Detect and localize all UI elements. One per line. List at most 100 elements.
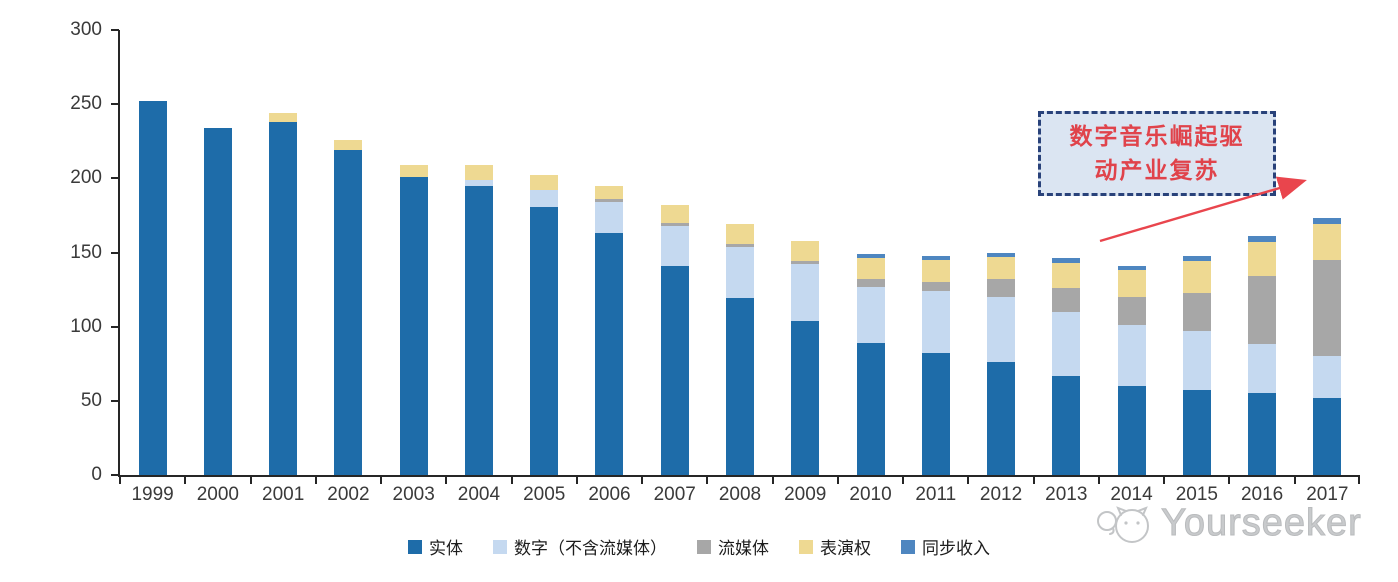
bar-segment-实体 bbox=[203, 127, 232, 475]
bar-segment-同步收入 bbox=[987, 252, 1016, 257]
y-axis-tick bbox=[111, 474, 119, 476]
bar-2014 bbox=[1117, 265, 1146, 475]
legend-swatch bbox=[799, 539, 813, 554]
legend-label: 实体 bbox=[429, 539, 463, 558]
legend-label: 流媒体 bbox=[718, 539, 769, 558]
x-axis-label: 2011 bbox=[915, 484, 957, 505]
legend-item-数字（不含流媒体）: 数字（不含流媒体） bbox=[493, 534, 667, 559]
x-axis-label: 2009 bbox=[784, 484, 827, 505]
plot-area: 0 50 100 150 200 250 300 1999 2000 2001 2002 2003 20… bbox=[70, 19, 1360, 505]
x-axis-label: 2003 bbox=[392, 484, 435, 505]
bar-segment-流媒体 bbox=[595, 199, 624, 203]
x-axis-label: 2005 bbox=[523, 484, 566, 505]
bar-2010 bbox=[856, 254, 885, 475]
x-axis-tick bbox=[641, 477, 644, 484]
bar-segment-表演权 bbox=[334, 139, 363, 151]
bar-segment-数字（不含流媒体） bbox=[1248, 344, 1277, 394]
bar-segment-流媒体 bbox=[856, 279, 885, 287]
bar-segment-实体 bbox=[595, 233, 624, 475]
bar-segment-同步收入 bbox=[921, 255, 950, 260]
bar-segment-实体 bbox=[530, 206, 559, 475]
annotation-text-line1: 数字音乐崛起驱 bbox=[1069, 124, 1245, 150]
bar-segment-数字（不含流媒体） bbox=[987, 297, 1016, 363]
bar-segment-流媒体 bbox=[1052, 288, 1081, 312]
bar-segment-数字（不含流媒体） bbox=[1052, 311, 1081, 376]
x-axis-tick bbox=[902, 477, 905, 484]
bar-segment-实体 bbox=[464, 185, 493, 475]
x-axis-label: 2010 bbox=[849, 484, 892, 505]
bar-segment-实体 bbox=[1182, 390, 1211, 475]
bar-segment-同步收入 bbox=[1182, 255, 1211, 262]
bar-segment-数字（不含流媒体） bbox=[1117, 325, 1146, 386]
bar-2011 bbox=[921, 255, 950, 475]
legend-item-表演权: 表演权 bbox=[799, 534, 871, 559]
bar-segment-表演权 bbox=[530, 175, 559, 191]
x-axis-tick bbox=[706, 477, 709, 484]
legend-swatch bbox=[493, 539, 507, 554]
x-axis-tick bbox=[184, 477, 187, 484]
x-axis-label: 2000 bbox=[196, 484, 240, 505]
bar-2017 bbox=[1313, 218, 1342, 475]
bar-segment-表演权 bbox=[1248, 242, 1277, 277]
x-axis-tick bbox=[836, 477, 839, 484]
bar-segment-表演权 bbox=[595, 185, 624, 200]
legend-swatch bbox=[408, 539, 422, 554]
bar-segment-实体 bbox=[1052, 375, 1081, 475]
bar-segment-同步收入 bbox=[1117, 265, 1146, 271]
bar-segment-实体 bbox=[1248, 393, 1277, 475]
bar-2016 bbox=[1248, 236, 1277, 475]
bar-segment-数字（不含流媒体） bbox=[1182, 331, 1211, 391]
y-axis-label: 100 bbox=[70, 315, 102, 337]
bar-segment-数字（不含流媒体） bbox=[1313, 356, 1342, 398]
y-axis-label: 150 bbox=[70, 241, 102, 263]
bar-segment-表演权 bbox=[987, 256, 1016, 280]
bar-segment-数字（不含流媒体） bbox=[464, 179, 493, 186]
legend-swatch bbox=[697, 539, 711, 554]
x-axis-label: 2016 bbox=[1240, 484, 1284, 505]
bar-segment-数字（不含流媒体） bbox=[660, 225, 689, 266]
bar-2009 bbox=[791, 240, 820, 475]
y-axis-label: 250 bbox=[70, 93, 102, 115]
bar-segment-实体 bbox=[138, 101, 167, 475]
bar-2012 bbox=[987, 252, 1016, 475]
bar-segment-表演权 bbox=[464, 165, 493, 180]
bar-segment-表演权 bbox=[856, 258, 885, 280]
bar-segment-实体 bbox=[399, 176, 428, 475]
bar-segment-实体 bbox=[921, 353, 950, 475]
bar-segment-表演权 bbox=[1117, 270, 1146, 298]
x-axis-tick bbox=[1358, 477, 1360, 484]
x-axis-tick bbox=[1097, 477, 1100, 484]
x-axis-label: 2013 bbox=[1045, 484, 1088, 505]
x-axis-label: 2015 bbox=[1175, 484, 1218, 505]
bar-segment-同步收入 bbox=[856, 254, 885, 259]
x-axis-label: 2012 bbox=[979, 484, 1023, 505]
bar-segment-同步收入 bbox=[1052, 258, 1081, 263]
x-axis-tick bbox=[1032, 477, 1035, 484]
y-axis-tick bbox=[111, 325, 119, 328]
bar-segment-实体 bbox=[987, 362, 1016, 475]
bar-segment-表演权 bbox=[791, 240, 820, 262]
watermark: Yourseeker bbox=[1094, 498, 1362, 548]
bar-segment-实体 bbox=[726, 298, 754, 475]
bar-segment-数字（不含流媒体） bbox=[595, 202, 624, 234]
bar-1999 bbox=[138, 101, 167, 475]
annotation-callout: 数字音乐崛起驱 动产业复苏 bbox=[1038, 111, 1276, 196]
x-axis-label: 2001 bbox=[262, 484, 305, 505]
legend: 实体 数字（不含流媒体） 流媒体 表演权 同步收入 bbox=[0, 534, 1398, 559]
bar-segment-实体 bbox=[1117, 386, 1146, 475]
x-axis-tick bbox=[771, 477, 774, 484]
x-axis-tick bbox=[575, 477, 578, 484]
x-axis-label: 1999 bbox=[131, 484, 174, 505]
y-axis-label: 50 bbox=[80, 389, 102, 411]
x-axis-tick bbox=[314, 477, 317, 484]
bar-segment-表演权 bbox=[921, 259, 950, 283]
x-axis-label: 2008 bbox=[718, 484, 762, 505]
x-axis-label: 2007 bbox=[653, 484, 696, 505]
bar-segment-实体 bbox=[1313, 397, 1342, 475]
bar-2003 bbox=[399, 165, 428, 475]
bar-segment-表演权 bbox=[269, 113, 298, 122]
bar-segment-实体 bbox=[334, 150, 363, 475]
yourseeker-cat-logo-icon bbox=[1097, 506, 1149, 543]
bar-segment-实体 bbox=[660, 265, 689, 475]
bar-segment-实体 bbox=[791, 320, 820, 475]
